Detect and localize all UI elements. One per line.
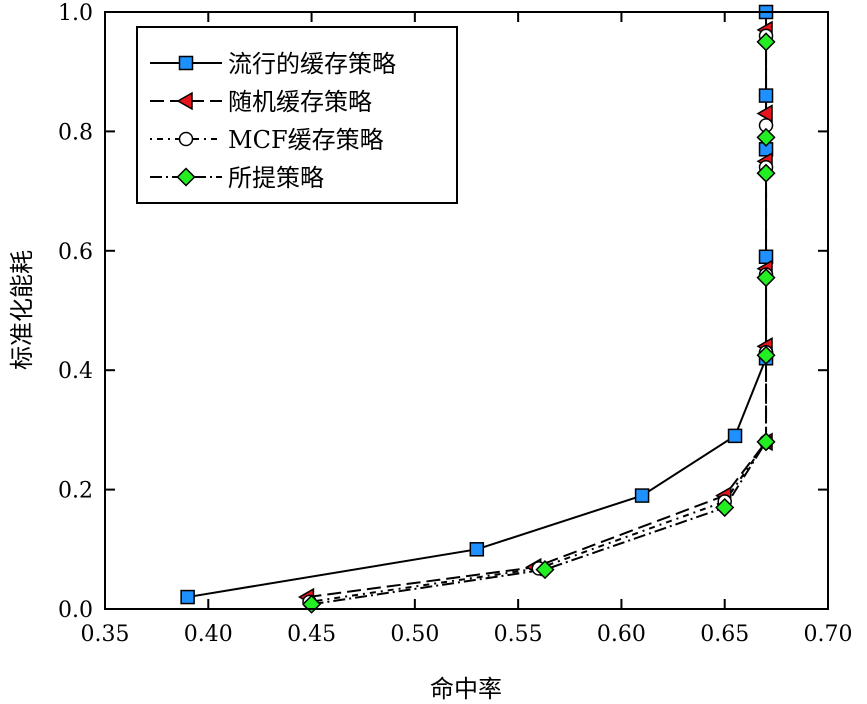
x-tick-label: 0.65	[700, 622, 749, 647]
legend-label: 流行的缓存策略	[228, 50, 396, 78]
legend-label: MCF缓存策略	[228, 126, 384, 154]
y-tick-label: 0.0	[58, 598, 93, 623]
y-tick-label: 0.2	[58, 479, 93, 504]
axes: 0.35 0.40 0.45 0.50 0.55 0.60 0.65 0.70 0.0 0.2 0.…	[58, 1, 852, 647]
legend-marker	[178, 55, 194, 71]
series-markers	[180, 4, 776, 614]
data-point-1	[756, 104, 773, 123]
legend-marker	[176, 167, 196, 187]
x-tick-label: 0.60	[597, 622, 646, 647]
data-point-0	[634, 488, 650, 503]
data-point-0	[469, 542, 485, 557]
data-point-0	[727, 428, 743, 444]
legend-marker	[178, 131, 194, 147]
data-point-0	[180, 589, 195, 605]
data-point-3	[756, 163, 776, 183]
data-point-3	[715, 497, 735, 518]
legend-marker	[176, 91, 193, 111]
y-axis-label: 标准化能耗	[8, 250, 36, 370]
legend-label: 所提策略	[228, 164, 324, 192]
legend-label: 随机缓存策略	[228, 88, 372, 116]
x-tick-label: 0.40	[184, 622, 233, 647]
x-tick-label: 0.35	[81, 622, 130, 647]
y-tick-label: 1.0	[58, 1, 93, 26]
data-point-3	[535, 560, 555, 580]
x-axis-label: 命中率	[430, 675, 502, 700]
data-point-3	[756, 432, 776, 452]
data-point-0	[758, 249, 774, 265]
x-tick-label: 0.45	[287, 622, 336, 647]
x-tick-label: 0.50	[390, 622, 439, 647]
plot-frame	[104, 11, 829, 610]
data-point-0	[758, 88, 774, 103]
y-tick-label: 0.4	[58, 359, 93, 384]
x-tick-label: 0.55	[494, 622, 543, 647]
data-point-3	[756, 345, 776, 365]
data-point-3	[756, 32, 776, 52]
data-point-3	[756, 268, 776, 288]
y-tick-label: 0.8	[58, 120, 93, 145]
x-tick-label: 0.70	[804, 622, 853, 647]
data-point-3	[756, 127, 776, 147]
y-tick-label: 0.6	[58, 240, 93, 265]
